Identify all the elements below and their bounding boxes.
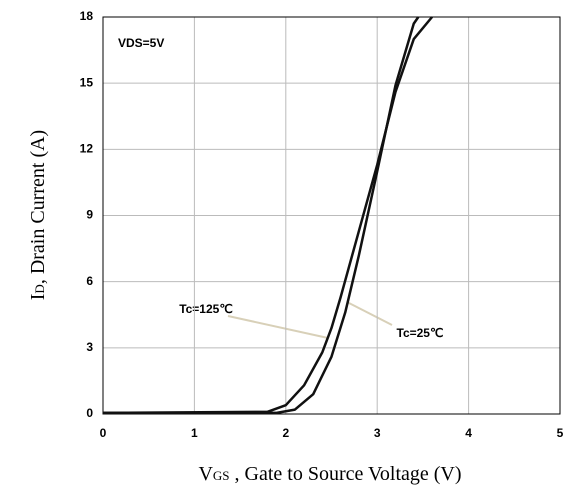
y-axis-label: ID, Drain Current (A)	[27, 130, 49, 300]
annotation: VDS=5V	[118, 36, 164, 50]
x-label-main: V	[198, 463, 213, 485]
x-label-sub: GS	[213, 468, 230, 483]
y-tick-label: 12	[80, 142, 94, 156]
y-tick-label: 6	[86, 274, 93, 288]
x-label-rest: , Gate to Source Voltage (V)	[230, 463, 462, 485]
series-label: Tc=125℃	[179, 302, 233, 316]
x-tick-label: 4	[465, 426, 472, 440]
y-label-main: I	[27, 294, 49, 301]
x-tick-label: 3	[374, 426, 381, 440]
x-axis-label: VGS , Gate to Source Voltage (V)	[198, 463, 461, 485]
plot-frame	[102, 16, 561, 415]
series-line	[103, 16, 420, 415]
leader-line	[227, 315, 329, 339]
series-line	[102, 16, 434, 415]
y-tick-label: 0	[86, 406, 93, 420]
series-label: Tc=25℃	[397, 326, 444, 340]
x-tick-label: 5	[557, 426, 564, 440]
leader-line	[346, 301, 393, 326]
x-tick-label: 0	[100, 426, 107, 440]
y-tick-label: 3	[86, 340, 93, 354]
x-tick-label: 2	[282, 426, 289, 440]
y-label-sub: D	[32, 284, 47, 293]
y-tick-label: 9	[86, 208, 93, 222]
y-tick-label: 15	[80, 75, 94, 89]
y-label-rest: , Drain Current (A)	[27, 130, 49, 284]
x-tick-label: 1	[191, 426, 198, 440]
y-tick-label: 18	[80, 9, 94, 23]
